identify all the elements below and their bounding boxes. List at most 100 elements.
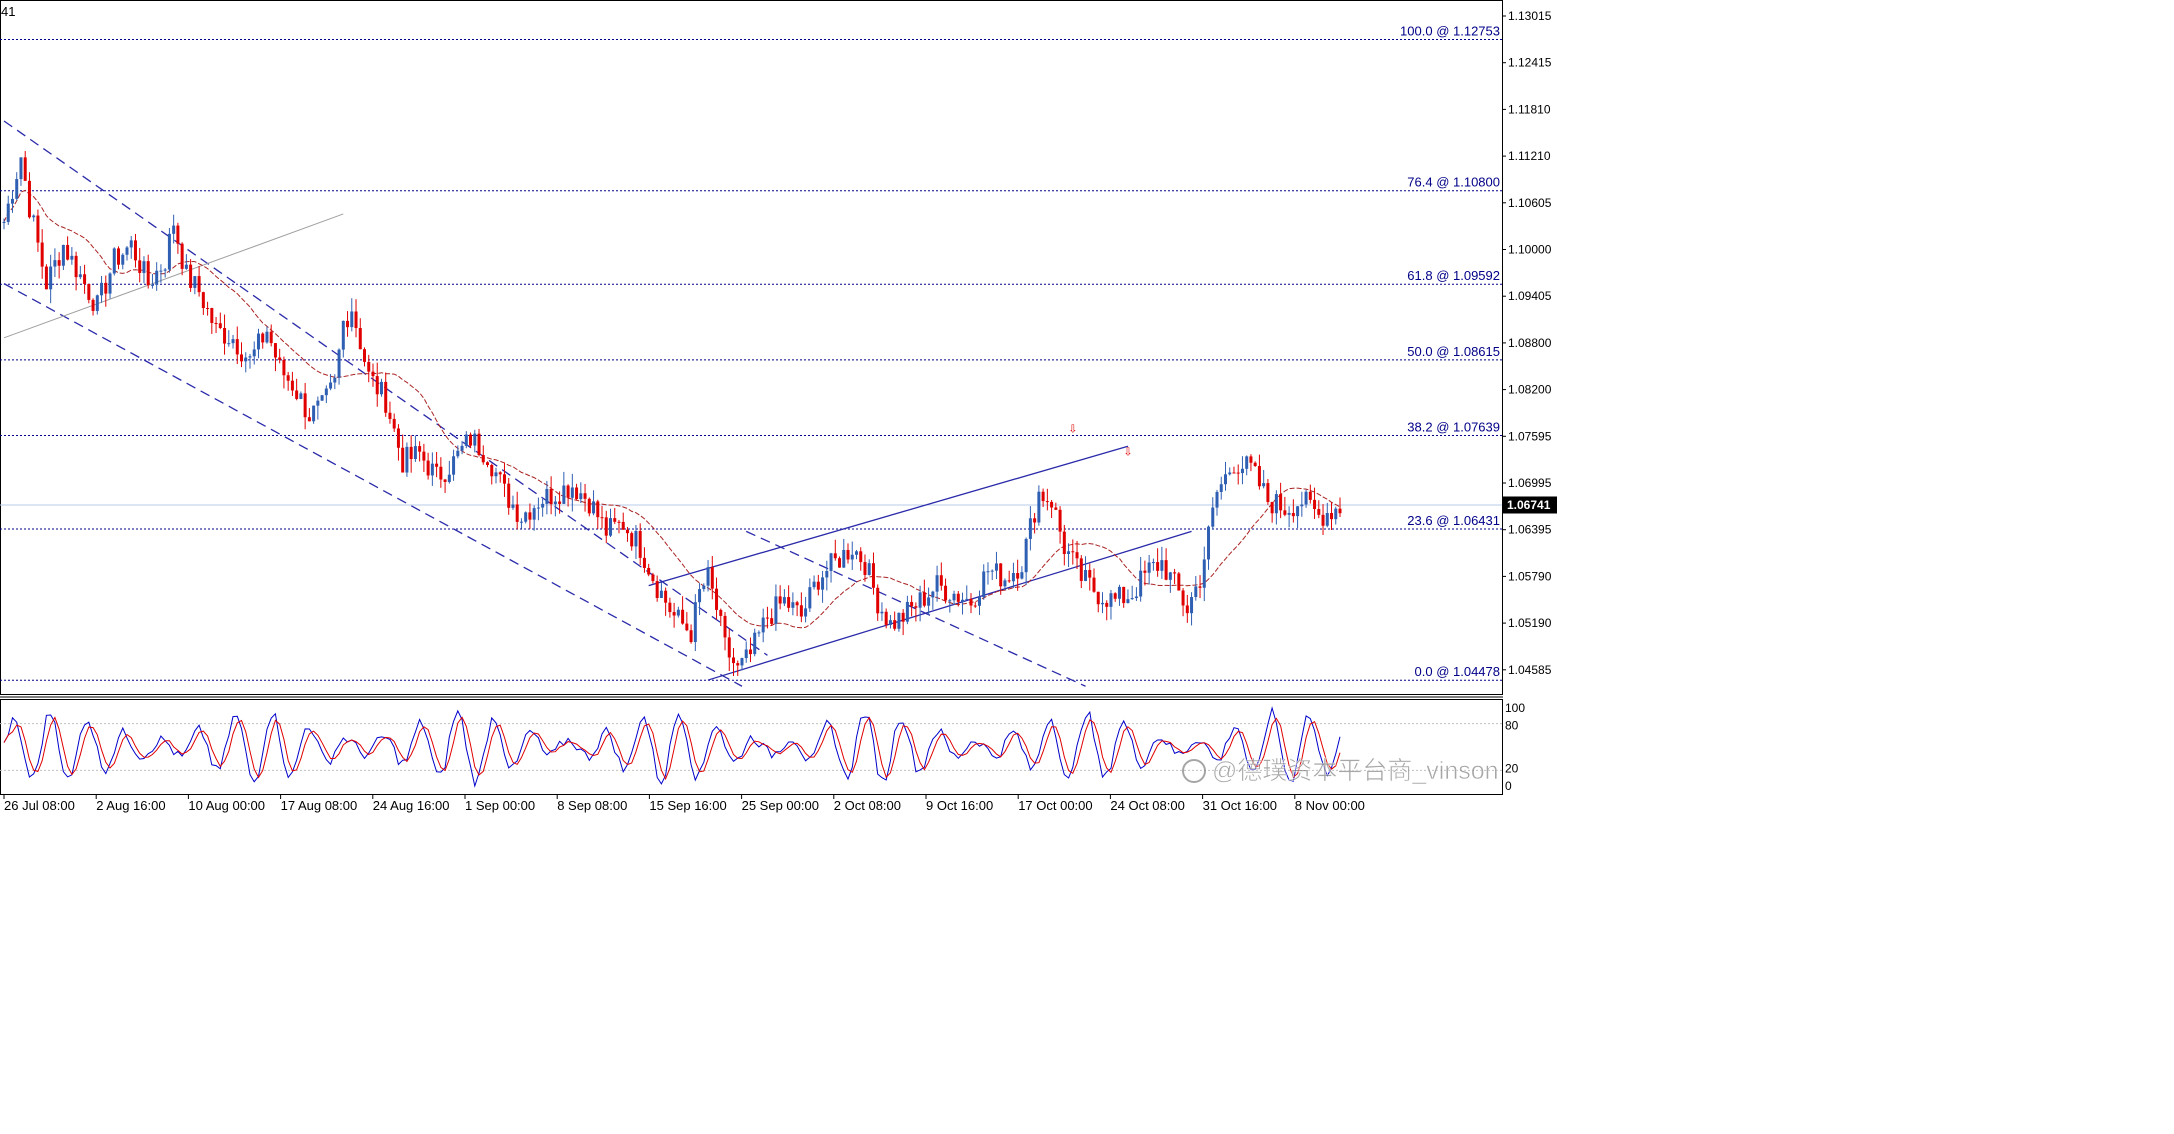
candle-body [782, 597, 786, 604]
candle-body [778, 596, 782, 604]
candle-body [1079, 558, 1083, 581]
trend-channels [3, 120, 1192, 687]
candle-body [1028, 518, 1032, 539]
candle-body [481, 454, 485, 463]
candle-body [1084, 569, 1088, 581]
candle-body [142, 261, 146, 273]
candle-body [952, 593, 956, 601]
candle-body [715, 588, 719, 610]
candle-body [78, 274, 82, 278]
candle-body [469, 434, 473, 446]
candle-body [664, 590, 668, 603]
candle-body [1232, 472, 1236, 474]
candle-body [973, 605, 977, 607]
chart-canvas[interactable]: 41 100.0 @ 1.12753 76.4 @ 1.10800 61.8 @ 1… [0, 0, 1561, 820]
stoch-k-line [3, 706, 1341, 788]
price-tick-label: 1.11810 [1508, 102, 1551, 116]
candle-body [27, 180, 31, 218]
empty-area-right [1561, 0, 2174, 1134]
candle-body [384, 381, 388, 413]
candle-body [129, 240, 133, 248]
candle-body [600, 517, 604, 519]
candle-body [49, 266, 53, 290]
candle-body [638, 531, 642, 558]
candle-body [1139, 570, 1143, 597]
price-tick-label: 1.08200 [1508, 383, 1552, 397]
candle-body [511, 504, 515, 508]
ascending-channel-upper [648, 445, 1129, 587]
fibonacci-levels: 100.0 @ 1.12753 76.4 @ 1.10800 61.8 @ 1.09… [0, 23, 1502, 681]
candle-body [104, 282, 108, 294]
price-tick-label: 1.10605 [1508, 196, 1552, 210]
candle-body [536, 507, 540, 509]
candle-body [710, 567, 714, 589]
candle-body [1300, 504, 1304, 507]
empty-area-bottom [0, 820, 1561, 1134]
candle-body [592, 501, 596, 514]
candle-body [519, 521, 523, 523]
candle-body [744, 649, 748, 659]
candle-body [367, 361, 371, 372]
candle-body [473, 433, 477, 446]
candle-body [184, 264, 188, 269]
candle-body [74, 255, 78, 278]
candle-body [1296, 506, 1300, 517]
candle-body [256, 333, 260, 350]
candle-body [1033, 518, 1037, 523]
fractal-markers: ⇩⇩ [1068, 423, 1132, 458]
candle-body [804, 608, 808, 617]
candle-body [965, 598, 969, 600]
candle-body [418, 446, 422, 452]
candle-body [961, 599, 965, 602]
candle-body [1223, 474, 1227, 485]
candle-body [167, 233, 171, 270]
candle-body [371, 371, 375, 377]
candle-body [553, 501, 557, 505]
candle-body [1236, 472, 1240, 474]
time-tick-label: 24 Aug 16:00 [373, 798, 450, 813]
candle-body [761, 617, 765, 633]
fib-label: 50.0 @ 1.08615 [1407, 344, 1500, 359]
candle-body [1334, 508, 1338, 520]
time-tick-label: 8 Nov 00:00 [1295, 798, 1365, 813]
candle-body [659, 590, 663, 598]
candle-body [456, 450, 460, 457]
candle-body [1058, 509, 1062, 532]
candle-body [1092, 577, 1096, 592]
candle-body [430, 463, 434, 476]
candle-body [1202, 559, 1206, 588]
candle-body [1007, 580, 1011, 582]
candle-body [765, 617, 769, 619]
candle-body [189, 264, 193, 288]
candle-body [299, 393, 303, 399]
candle-body [681, 609, 685, 624]
candle-body [112, 248, 116, 274]
candle-body [2, 221, 6, 223]
candle-body [757, 632, 761, 634]
candle-body [350, 311, 354, 328]
candle-body [999, 563, 1003, 587]
candle-body [333, 377, 337, 383]
candle-body [1313, 499, 1317, 510]
candle-body [1143, 570, 1147, 573]
candle-body [490, 464, 494, 477]
candle-body [53, 260, 57, 267]
trading-chart[interactable]: 41 100.0 @ 1.12753 76.4 @ 1.10800 61.8 @ 1… [0, 0, 1561, 820]
candle-body [363, 349, 367, 362]
candle-body [795, 602, 799, 606]
candle-body [545, 488, 549, 504]
candle-body [613, 518, 617, 522]
candle-body [286, 375, 290, 381]
candle-body [146, 261, 150, 286]
candle-body [570, 487, 574, 498]
candle-body [159, 270, 163, 272]
weibo-logo-icon [1182, 759, 1206, 783]
time-tick-label: 24 Oct 08:00 [1110, 798, 1184, 813]
price-tick-label: 1.06395 [1508, 523, 1552, 537]
candle-body [379, 381, 383, 395]
candle-body [888, 620, 892, 625]
candle-body [524, 512, 528, 522]
candle-body [172, 225, 176, 234]
candle-body [392, 418, 396, 429]
candle-body [312, 405, 316, 422]
